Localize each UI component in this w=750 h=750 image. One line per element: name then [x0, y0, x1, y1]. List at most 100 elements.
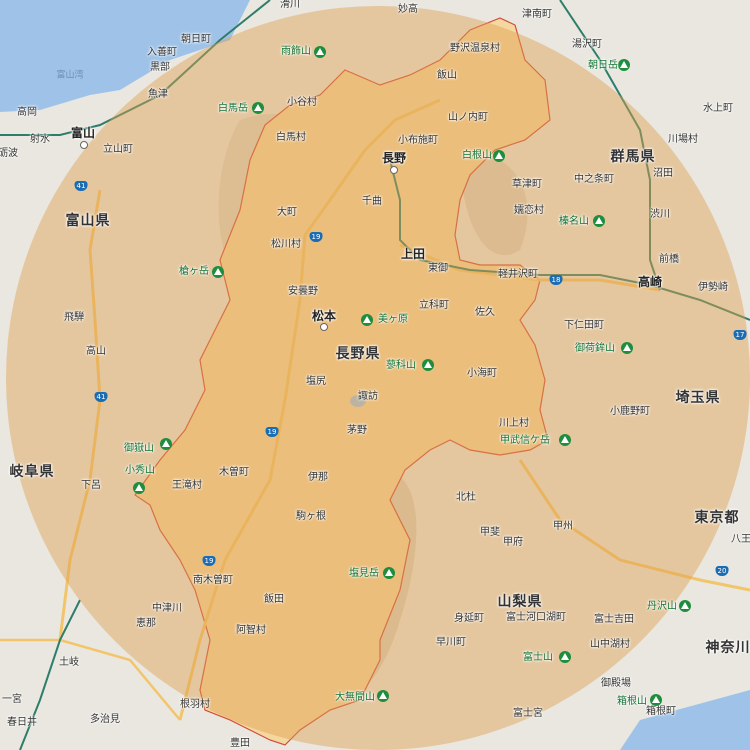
town-label: 一宮 [2, 694, 22, 705]
peak-label-fuji[interactable]: 富士山 [523, 652, 553, 663]
mountain-icon[interactable] [593, 215, 605, 227]
town-label: 軽井沢町 [498, 269, 538, 280]
town-label: 大町 [277, 207, 297, 218]
town-label: 高岡 [17, 107, 37, 118]
mountain-icon[interactable] [493, 150, 505, 162]
sagami-bay-water [620, 690, 750, 750]
peak-label-mikabu[interactable]: 御荷鉾山 [575, 343, 615, 354]
peak-label-tanzawa[interactable]: 丹沢山 [647, 601, 677, 612]
mountain-icon[interactable] [559, 651, 571, 663]
town-label: 豊田 [230, 738, 250, 749]
town-label: 前橋 [659, 254, 679, 265]
mountain-icon[interactable] [212, 266, 224, 278]
town-label: 嬬恋村 [514, 205, 544, 216]
mountain-icon[interactable] [618, 59, 630, 71]
town-label: 南木曽町 [193, 575, 233, 586]
town-label: 中之条町 [574, 174, 614, 185]
peak-label-hakuba[interactable]: 白馬岳 [218, 103, 248, 114]
lake-suwa [350, 395, 366, 407]
town-label: 草津町 [512, 179, 542, 190]
town-label: 松川村 [271, 239, 301, 250]
mountain-icon[interactable] [679, 600, 691, 612]
mountain-icon[interactable] [377, 690, 389, 702]
peak-label-hakone[interactable]: 箱根山 [617, 696, 647, 707]
mountain-icon[interactable] [621, 342, 633, 354]
route-shield: 19 [202, 556, 216, 566]
pref-label-toyama: 富山県 [65, 213, 111, 229]
water-label-toyama-bay: 富山湾 [56, 70, 84, 81]
mountain-icon[interactable] [650, 694, 662, 706]
mountain-icon[interactable] [422, 359, 434, 371]
town-label: 茅野 [347, 425, 367, 436]
coverage-circle [6, 6, 750, 750]
pref-label-tokyo: 東京都 [694, 510, 740, 526]
town-label: 飛騨 [64, 312, 84, 323]
route-shield: 41 [74, 181, 88, 191]
mountain-icon[interactable] [383, 567, 395, 579]
mountain-icon[interactable] [160, 438, 172, 450]
town-label: 富士河口湖町 [506, 612, 566, 623]
peak-label-amakazari[interactable]: 雨飾山 [281, 46, 311, 57]
town-label: 砺波 [0, 148, 18, 159]
town-label: 甲府 [503, 537, 523, 548]
nagano-region [134, 17, 551, 746]
town-label: 小鹿野町 [610, 406, 650, 417]
peak-label-asahi[interactable]: 朝日岳 [588, 60, 618, 71]
town-label: 小谷村 [287, 97, 317, 108]
town-label: 小海町 [467, 368, 497, 379]
town-label: 川場村 [668, 134, 698, 145]
peak-label-ontake[interactable]: 御嶽山 [124, 443, 154, 454]
pref-label-yamanashi: 山梨県 [497, 594, 543, 610]
peak-label-haruna[interactable]: 榛名山 [559, 216, 589, 227]
town-label: 箱根町 [646, 706, 676, 717]
mountain-icon[interactable] [559, 434, 571, 446]
pref-label-gifu: 岐阜県 [9, 464, 55, 480]
town-label: 津南町 [522, 9, 552, 20]
peak-label-shiomi[interactable]: 塩見岳 [349, 568, 379, 579]
town-label: 諏訪 [358, 391, 378, 402]
toyama-bay-water [0, 0, 250, 112]
town-label: 甲州 [553, 521, 573, 532]
peak-label-kohide[interactable]: 小秀山 [125, 465, 155, 476]
town-label: 湯沢町 [572, 39, 602, 50]
peak-label-yari[interactable]: 槍ヶ岳 [179, 266, 209, 277]
peak-label-tateshina[interactable]: 蓼科山 [386, 360, 416, 371]
town-label: 滑川 [280, 0, 300, 10]
town-label: 立山町 [103, 144, 133, 155]
route-shield: 19 [265, 427, 279, 437]
town-label: 木曽町 [219, 467, 249, 478]
town-label: 魚津 [148, 89, 168, 100]
mountain-icon[interactable] [252, 102, 264, 114]
peak-label-shirane[interactable]: 白根山 [462, 150, 492, 161]
pref-label-kanagawa: 神奈川 [705, 640, 750, 656]
town-label: 渋川 [650, 209, 670, 220]
town-label: 安曇野 [288, 286, 318, 297]
town-label: 山ノ内町 [448, 112, 488, 123]
town-label: 水上町 [703, 103, 733, 114]
city-label-toyama: 富山 [70, 126, 96, 140]
town-label: 御殿場 [601, 678, 631, 689]
town-label: 白馬村 [276, 132, 306, 143]
city-marker-matsumoto [320, 323, 328, 331]
peak-label-muttari[interactable]: 大無間山 [335, 692, 375, 703]
city-label-nagano: 長野 [381, 151, 407, 165]
town-label: 阿智村 [236, 625, 266, 636]
town-label: 下呂 [81, 480, 101, 491]
city-marker-nagano [390, 166, 398, 174]
town-label: 早川町 [436, 637, 466, 648]
town-label: 野沢温泉村 [450, 43, 500, 54]
peak-label-utsukushigahara[interactable]: 美ヶ原 [378, 314, 408, 325]
pref-label-nagano: 長野県 [335, 346, 381, 362]
town-label: 春日井 [7, 717, 37, 728]
mountain-icon[interactable] [133, 482, 145, 494]
route-shield: 20 [715, 566, 729, 576]
town-label: 沼田 [653, 168, 673, 179]
city-label-ueda: 上田 [400, 247, 426, 261]
town-label: 飯田 [264, 594, 284, 605]
mountain-icon[interactable] [361, 314, 373, 326]
mountain-icon[interactable] [314, 46, 326, 58]
peak-label-kobushi[interactable]: 甲武信ケ岳 [500, 435, 550, 446]
town-label: 伊那 [308, 472, 328, 483]
city-label-takasaki: 高崎 [637, 275, 663, 289]
